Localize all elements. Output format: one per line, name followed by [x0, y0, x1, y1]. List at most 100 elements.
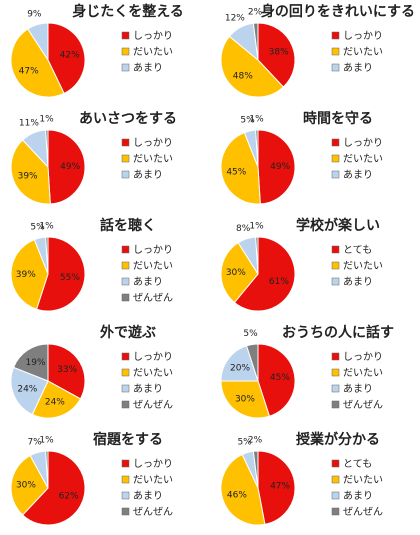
legend-swatch	[331, 47, 340, 56]
pie-slice	[47, 22, 86, 95]
legend-swatch	[121, 507, 130, 516]
pie-slice	[255, 129, 259, 168]
pie-slice	[257, 343, 296, 417]
legend-label: ぜんぜん	[343, 506, 383, 518]
data-label: 30%	[235, 394, 255, 404]
data-label: 47%	[270, 481, 290, 491]
pie-slice	[10, 366, 49, 416]
legend-swatch	[121, 47, 130, 56]
pie-slice	[257, 129, 296, 205]
data-label: 33%	[57, 365, 77, 375]
legend-swatch	[121, 491, 130, 500]
pie-slice	[252, 22, 259, 61]
chart-title: 外で遊ぶ	[100, 324, 156, 341]
data-label: 5%	[240, 116, 255, 126]
data-label: 1%	[39, 436, 54, 446]
legend-label: だいたい	[133, 367, 173, 379]
data-label: 48%	[233, 72, 253, 82]
data-label: 1%	[39, 115, 54, 125]
legend-swatch	[331, 459, 340, 468]
data-label: 30%	[16, 481, 36, 491]
data-label: 2%	[248, 436, 263, 446]
legend-label: あまり	[133, 490, 163, 502]
data-label: 1%	[249, 115, 264, 125]
data-label: 24%	[45, 398, 65, 408]
legend-label: しっかり	[133, 244, 173, 256]
pie-slice	[220, 242, 259, 304]
chart-title: 身の回りをきれいにする	[261, 3, 415, 20]
legend-label: だいたい	[343, 153, 383, 165]
legend-swatch	[331, 138, 340, 147]
pie-slice	[252, 450, 259, 489]
legend-swatch	[331, 31, 340, 40]
data-label: 49%	[270, 162, 290, 172]
data-label: 5%	[237, 437, 252, 447]
legend-swatch	[121, 31, 130, 40]
data-label: 1%	[39, 222, 54, 232]
legend-label: あまり	[343, 276, 373, 288]
pie-slice	[255, 236, 259, 275]
legend-label: ぜんぜん	[343, 399, 383, 411]
legend-swatch	[121, 368, 130, 377]
legend-label: あまり	[343, 169, 373, 181]
legend-label: だいたい	[133, 474, 173, 486]
data-label: 5%	[243, 329, 258, 339]
legend-label: しっかり	[343, 30, 383, 42]
legend-swatch	[121, 475, 130, 484]
pie-slice	[21, 450, 86, 526]
data-label: 39%	[16, 270, 36, 280]
legend-label: あまり	[133, 276, 163, 288]
legend-swatch	[121, 352, 130, 361]
legend-swatch	[331, 475, 340, 484]
data-label: 7%	[27, 437, 42, 447]
legend-label: あまり	[133, 383, 163, 395]
legend-label: だいたい	[343, 260, 383, 272]
data-label: 45%	[270, 373, 290, 383]
legend-swatch	[331, 491, 340, 500]
legend-label: しっかり	[343, 351, 383, 363]
pie-slice	[10, 454, 49, 516]
data-label: 55%	[60, 273, 80, 283]
legend-label: ぜんぜん	[133, 292, 173, 304]
data-label: 30%	[226, 268, 246, 278]
pie-slice	[10, 28, 65, 98]
data-label: 45%	[226, 167, 246, 177]
pie-slice	[220, 380, 271, 419]
data-label: 61%	[269, 277, 289, 287]
chart-title: 話を聴く	[100, 217, 156, 234]
legend-swatch	[121, 459, 130, 468]
legend-swatch	[331, 352, 340, 361]
legend-swatch	[331, 368, 340, 377]
pie-slice	[47, 343, 86, 400]
chart-title: 宿題をする	[93, 431, 163, 448]
legend-swatch	[121, 384, 130, 393]
data-label: 24%	[17, 385, 37, 395]
legend-swatch	[331, 63, 340, 72]
chart-title: 時間を守る	[303, 110, 373, 127]
data-label: 62%	[59, 492, 79, 502]
legend-label: あまり	[343, 490, 373, 502]
pie-slice	[257, 22, 296, 88]
legend-swatch	[331, 245, 340, 254]
legend-label: だいたい	[133, 153, 173, 165]
legend-swatch	[121, 170, 130, 179]
data-label: 2%	[248, 8, 263, 18]
legend-swatch	[121, 154, 130, 163]
pie-slice	[12, 343, 49, 382]
legend-label: ぜんぜん	[133, 399, 173, 411]
legend-swatch	[331, 400, 340, 409]
data-label: 9%	[27, 9, 42, 19]
pie-slice	[45, 236, 49, 275]
chart-title: おうちの人に話す	[282, 324, 394, 341]
pie-slice	[45, 129, 49, 168]
data-label: 38%	[269, 47, 289, 57]
legend-swatch	[121, 245, 130, 254]
pie-slice	[35, 236, 86, 312]
legend-swatch	[331, 277, 340, 286]
legend-label: しっかり	[343, 137, 383, 149]
legend-label: あまり	[133, 62, 163, 74]
legend-label: あまり	[343, 62, 373, 74]
pie-slice	[10, 139, 51, 205]
legend-label: あまり	[133, 169, 163, 181]
